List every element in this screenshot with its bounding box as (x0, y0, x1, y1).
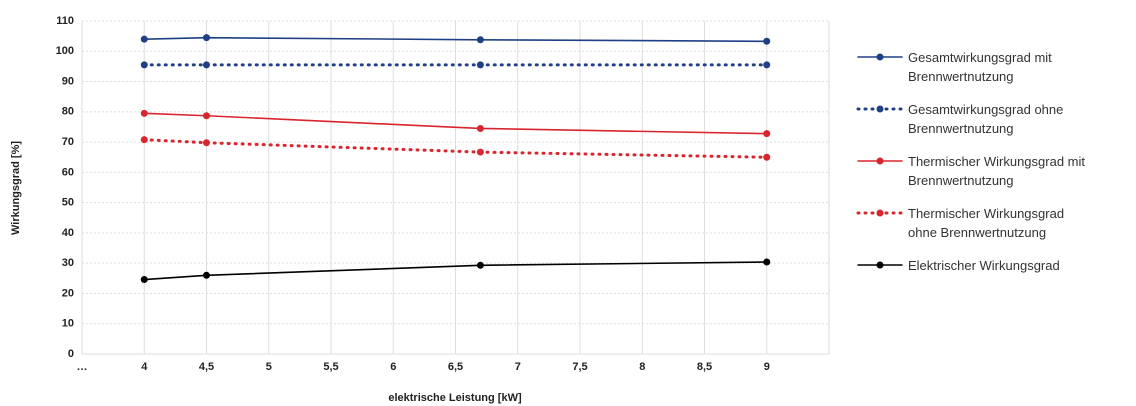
data-point (763, 258, 771, 266)
data-point (763, 37, 771, 45)
y-tick-label: 10 (62, 318, 74, 330)
series-line (143, 112, 768, 135)
y-tick-label: 0 (68, 348, 74, 360)
x-axis-label: elektrische Leistung [kW] (388, 392, 522, 404)
legend-marker (876, 157, 884, 165)
data-point (763, 61, 771, 69)
legend-swatch (856, 105, 904, 113)
x-tick-label: … (77, 361, 88, 373)
data-point (140, 136, 148, 144)
x-tick-label: 6 (390, 361, 396, 373)
data-point (763, 153, 771, 161)
x-tick-label: 8,5 (697, 361, 712, 373)
legend-swatch (857, 53, 903, 61)
data-point (203, 139, 210, 147)
legend-label: Thermischer Wirkungsgrad mit Brennwertnu… (908, 154, 1085, 188)
data-point (203, 34, 210, 42)
data-point (140, 61, 148, 69)
legend-swatch (856, 209, 904, 217)
data-point (203, 61, 210, 69)
y-tick-label: 90 (62, 75, 74, 87)
legend-marker (876, 261, 884, 269)
data-point (476, 36, 484, 44)
x-tick-label: 5 (266, 361, 272, 373)
data-point (476, 124, 484, 132)
data-point (203, 271, 210, 279)
data-point (476, 61, 484, 69)
y-tick-label: 60 (62, 166, 74, 178)
data-point (763, 130, 771, 138)
y-axis-label: Wirkungsgrad [%] (10, 141, 22, 235)
x-tick-label: 7,5 (572, 361, 587, 373)
data-point (140, 35, 148, 43)
y-tick-label: 110 (56, 15, 74, 27)
y-tick-label: 30 (62, 257, 74, 269)
y-tick-label: 100 (56, 45, 74, 57)
legend-marker (876, 105, 884, 113)
y-tick-label: 20 (62, 287, 74, 299)
legend-label: Thermischer Wirkungsgrad ohne Brennwertn… (908, 206, 1065, 240)
x-tick-label: 9 (764, 361, 770, 373)
legend-item: Elektrischer Wirkungsgrad (856, 256, 1096, 275)
y-tick-label: 40 (62, 227, 74, 239)
series-line (143, 261, 768, 281)
x-tick-label: 5,5 (323, 361, 338, 373)
y-tick-label: 50 (62, 197, 74, 209)
legend-item: Gesamtwirkungsgrad mit Brennwertnutzung (856, 48, 1096, 86)
series-line (143, 36, 768, 43)
x-tick-label: 7 (515, 361, 521, 373)
legend-label: Gesamtwirkungsgrad mit Brennwertnutzung (908, 50, 1052, 84)
legend-item: Thermischer Wirkungsgrad ohne Brennwertn… (856, 204, 1096, 242)
x-tick-label: 4,5 (199, 361, 214, 373)
data-point (203, 112, 210, 120)
y-tick-label: 70 (62, 136, 74, 148)
legend-marker (876, 53, 884, 61)
legend-swatch (857, 261, 903, 269)
legend-label: Gesamtwirkungsgrad ohne Brennwertnutzung (908, 102, 1064, 136)
data-point (476, 148, 484, 156)
legend-marker (876, 209, 884, 217)
legend: Gesamtwirkungsgrad mit Brennwertnutzung G… (856, 48, 1096, 289)
data-point (476, 261, 484, 269)
x-tick-label: 6,5 (448, 361, 463, 373)
legend-label: Elektrischer Wirkungsgrad (908, 258, 1060, 273)
data-point (140, 276, 148, 284)
x-tick-label: 8 (639, 361, 645, 373)
legend-swatch (857, 157, 903, 165)
legend-item: Gesamtwirkungsgrad ohne Brennwertnutzung (856, 100, 1096, 138)
y-tick-label: 80 (62, 106, 74, 118)
legend-item: Thermischer Wirkungsgrad mit Brennwertnu… (856, 152, 1096, 190)
x-tick-label: 4 (141, 361, 148, 373)
data-point (140, 109, 148, 117)
